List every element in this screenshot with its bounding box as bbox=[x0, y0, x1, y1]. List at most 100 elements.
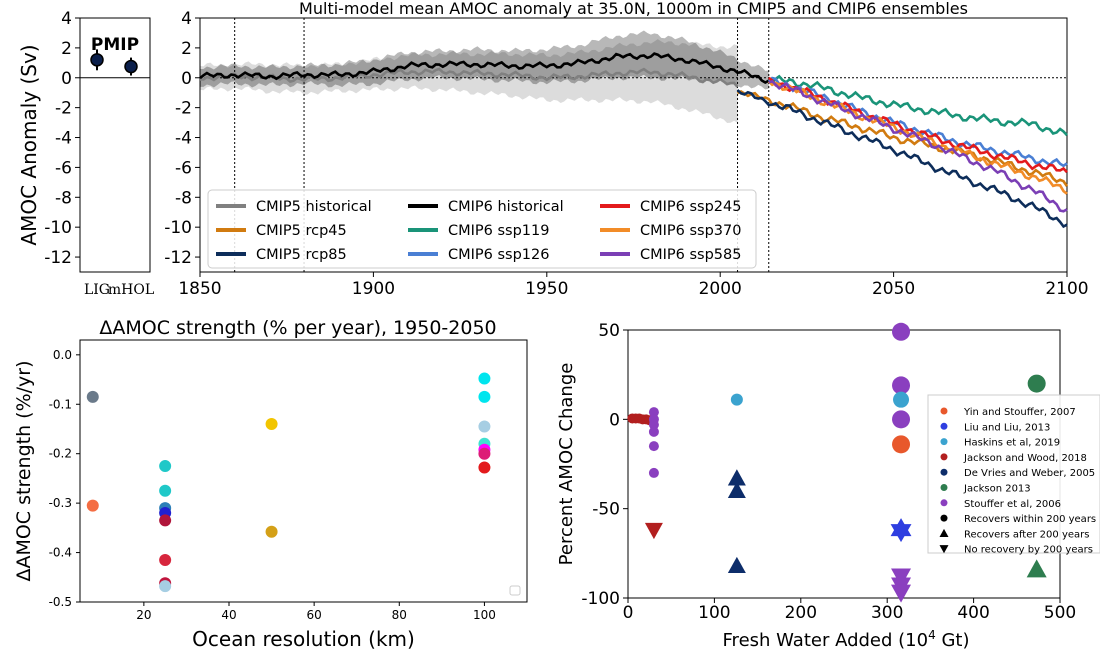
resolution-ytick-label: 0.0 bbox=[53, 348, 72, 362]
freshwater-point bbox=[648, 426, 659, 437]
resolution-ylabel: ΔAMOC strength (%/yr) bbox=[13, 360, 35, 581]
freshwater-point bbox=[730, 393, 743, 406]
freshwater-xlabel: Fresh Water Added (104 Gt) bbox=[723, 628, 970, 651]
pmip-ytick-label: -2 bbox=[55, 99, 72, 119]
resolution-xtick-label: 20 bbox=[136, 608, 151, 622]
freshwater-legend-marker bbox=[939, 528, 949, 537]
freshwater-legend-label: Recovers within 200 years bbox=[964, 514, 1096, 525]
resolution-point bbox=[86, 499, 99, 512]
resolution-point bbox=[159, 580, 172, 593]
freshwater-legend: Yin and Stouffer, 2007 Liu and Liu, 2013 H… bbox=[927, 394, 1100, 556]
timeseries-line bbox=[736, 90, 1069, 187]
timeseries-line bbox=[768, 79, 1068, 213]
timeseries-legend-label: CMIP5 rcp45 bbox=[256, 223, 347, 239]
freshwater-legend-label: No recovery by 200 years bbox=[964, 545, 1093, 556]
timeseries-legend-label: CMIP6 ssp370 bbox=[640, 223, 741, 239]
pmip-frame bbox=[79, 17, 151, 273]
freshwater-ytick-label: -100 bbox=[581, 589, 620, 609]
freshwater-point bbox=[648, 407, 659, 418]
timeseries-legend-box bbox=[207, 189, 757, 269]
freshwater-legend-label: Recovers after 200 years bbox=[964, 529, 1089, 540]
resolution-xtick-label: 80 bbox=[392, 608, 407, 622]
freshwater-point bbox=[892, 322, 911, 341]
resolution-empty-legend bbox=[509, 585, 521, 596]
freshwater-xtick-label: 100 bbox=[698, 603, 730, 623]
timeseries-legend-label: CMIP6 ssp245 bbox=[640, 199, 741, 215]
timeseries-legend-label: CMIP6 historical bbox=[448, 199, 564, 215]
freshwater-legend-label: De Vries and Weber, 2005 bbox=[964, 468, 1095, 479]
freshwater-xlabel-exponent: 4 bbox=[928, 628, 936, 642]
resolution-frame bbox=[79, 339, 528, 603]
timeseries-legend: CMIP5 historical CMIP5 rcp45 CMIP5 rcp85 CM… bbox=[207, 189, 757, 269]
freshwater-legend-label: Liu and Liu, 2013 bbox=[964, 422, 1050, 433]
freshwater-xtick-label: 0 bbox=[623, 603, 634, 623]
timeseries-legend-label: CMIP5 historical bbox=[256, 199, 372, 215]
timeseries-line bbox=[768, 74, 1068, 137]
resolution-point bbox=[159, 553, 172, 566]
pmip-ytick-label: 4 bbox=[61, 9, 72, 29]
timeseries-xtick-label: 2100 bbox=[1045, 279, 1088, 299]
timeseries-ytick-label: -6 bbox=[175, 158, 192, 178]
freshwater-ytick-label: 0 bbox=[609, 410, 620, 430]
resolution-ytick-label: -0.1 bbox=[49, 397, 72, 411]
freshwater-ytick-label: 50 bbox=[598, 321, 620, 341]
timeseries-xtick-label: 1900 bbox=[352, 279, 395, 299]
resolution-xtick-label: 100 bbox=[473, 608, 496, 622]
resolution-xtick-label: 40 bbox=[221, 608, 236, 622]
freshwater-legend-label: Jackson 2013 bbox=[963, 484, 1031, 495]
pmip-ytick-label: -10 bbox=[44, 218, 72, 238]
freshwater-point bbox=[892, 376, 911, 395]
timeseries-line bbox=[199, 67, 739, 88]
freshwater-xtick-label: 500 bbox=[1044, 603, 1076, 623]
freshwater-xtick-label: 400 bbox=[957, 603, 989, 623]
timeseries-ytick-label: -12 bbox=[164, 248, 192, 268]
freshwater-legend-label: Jackson and Wood, 2018 bbox=[963, 453, 1087, 464]
timeseries-ytick-label: 4 bbox=[181, 9, 192, 29]
timeseries-ytick-label: -2 bbox=[175, 99, 192, 119]
freshwater-xtick-label: 300 bbox=[871, 603, 903, 623]
freshwater-xlabel-main: Fresh Water Added (10 bbox=[723, 630, 929, 651]
freshwater-point-part bbox=[890, 524, 912, 543]
freshwater-point bbox=[648, 441, 659, 452]
resolution-xlabel: Ocean resolution (km) bbox=[192, 627, 415, 651]
timeseries-legend-label: CMIP6 ssp126 bbox=[448, 247, 549, 263]
freshwater-xtick-label: 200 bbox=[785, 603, 817, 623]
freshwater-legend-label: Haskins et al, 2019 bbox=[964, 438, 1060, 449]
resolution-point bbox=[159, 514, 172, 527]
freshwater-point bbox=[727, 469, 746, 486]
pmip-ytick-label: -12 bbox=[44, 248, 72, 268]
freshwater-legend-marker bbox=[940, 422, 948, 430]
freshwater-point bbox=[892, 435, 911, 454]
timeseries-ytick-label: -10 bbox=[164, 218, 192, 238]
freshwater-point bbox=[893, 391, 910, 408]
timeseries-frame bbox=[199, 17, 1068, 273]
freshwater-xlabel-end: Gt) bbox=[936, 630, 970, 651]
pmip-ytick-label: -8 bbox=[55, 188, 72, 208]
resolution-panel: ΔAMOC strength (% per year), 1950-2050 0.… bbox=[13, 317, 528, 651]
freshwater-point bbox=[727, 481, 746, 498]
timeseries-xtick-label: 1850 bbox=[178, 279, 221, 299]
resolution-point bbox=[265, 418, 278, 431]
pmip-ytick-label: 0 bbox=[61, 69, 72, 89]
freshwater-point bbox=[727, 556, 746, 574]
resolution-point bbox=[478, 461, 491, 474]
timeseries-ytick-label: 0 bbox=[181, 69, 192, 89]
timeseries-title: Multi-model mean AMOC anomaly at 35.0N, … bbox=[299, 0, 968, 18]
freshwater-point bbox=[648, 467, 659, 478]
resolution-point bbox=[159, 460, 172, 473]
resolution-point bbox=[86, 390, 99, 403]
timeseries-ytick-label: -8 bbox=[175, 188, 192, 208]
resolution-ytick-label: -0.5 bbox=[49, 595, 72, 609]
timeseries-legend-label: CMIP5 rcp85 bbox=[256, 247, 347, 263]
pmip-ytick-label: -6 bbox=[55, 158, 72, 178]
freshwater-legend-marker bbox=[940, 453, 948, 461]
timeseries-legend-label: CMIP6 ssp585 bbox=[640, 247, 741, 263]
freshwater-point bbox=[1026, 559, 1047, 578]
freshwater-legend-marker bbox=[940, 407, 948, 415]
freshwater-legend-marker bbox=[940, 438, 948, 446]
resolution-ytick-label: -0.4 bbox=[49, 546, 72, 560]
resolution-title: ΔAMOC strength (% per year), 1950-2050 bbox=[99, 317, 496, 339]
pmip-xtick-label: mHOL bbox=[108, 282, 154, 298]
freshwater-point bbox=[648, 419, 659, 430]
